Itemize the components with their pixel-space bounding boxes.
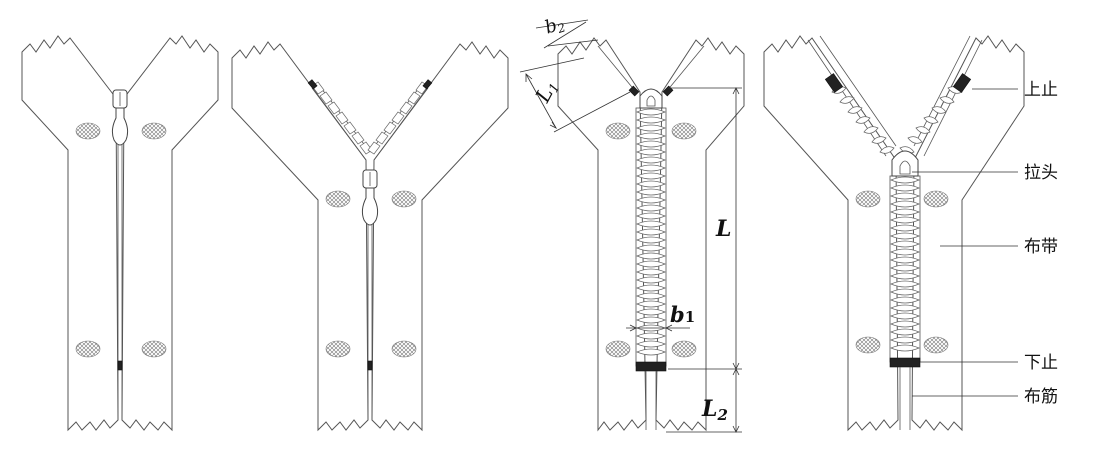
label-top-stop: 上止 (1024, 80, 1058, 100)
dimension-b1-label: b1 (670, 302, 695, 327)
zipper-2-right-tape (371, 41, 509, 432)
zipper-2-bottom-stop (367, 360, 373, 371)
zipper-2-teeth (307, 79, 433, 161)
dimension-L-label: L (715, 216, 731, 242)
zipper-2-patch (325, 190, 351, 208)
dimension-b1: b1 (626, 302, 695, 332)
zipper-1-patch (75, 122, 101, 140)
zipper-1-patch (141, 122, 167, 140)
zipper-4-top-stop (824, 73, 844, 93)
dimension-L2: L2 (666, 368, 742, 433)
zipper-3-top-stop (628, 85, 640, 97)
zipper-2-patch (391, 190, 417, 208)
zipper-1-left-tape (21, 35, 119, 432)
zipper-4-top-stop (952, 73, 972, 93)
zipper-3-bottom-stop (635, 361, 667, 372)
zipper-4-bottom-stop (889, 357, 921, 368)
zipper-4: 上止 拉头 布带 下止 布筋 (763, 35, 1058, 432)
zipper-4-patch (923, 190, 949, 208)
zipper-4-right-tape (911, 35, 1025, 432)
zipper-2 (231, 41, 509, 432)
zipper-3-patch (671, 340, 697, 358)
zipper-3: L L2 b1 L1 b2 (519, 15, 745, 433)
label-slider: 拉头 (1024, 163, 1058, 183)
zipper-4-patch (855, 190, 881, 208)
zipper-3-slider (639, 88, 663, 109)
zipper-3-left-tape (557, 37, 647, 432)
label-bottom-stop: 下止 (1024, 353, 1058, 373)
zipper-4-teeth (807, 35, 983, 157)
zipper-2-left-tape (231, 41, 369, 432)
dimension-b2: b2 (535, 15, 599, 49)
label-tape: 布带 (1024, 237, 1058, 257)
zipper-3-patch (605, 122, 631, 140)
zipper-2-pull-tab (361, 187, 379, 226)
zipper-1 (21, 35, 219, 432)
zipper-1-patch (75, 340, 101, 358)
zipper-4-patch (923, 336, 949, 354)
zipper-2-patch (325, 340, 351, 358)
label-tape-cord: 布筋 (1024, 387, 1058, 407)
zipper-3-patch (605, 340, 631, 358)
zipper-2-top-stop (422, 79, 433, 90)
zipper-1-right-tape (121, 35, 219, 432)
zipper-1-bottom-stop (117, 360, 123, 371)
dimension-L2-label: L2 (701, 396, 728, 424)
zipper-2-top-stop (307, 79, 318, 90)
zipper-1-pull-tab (111, 107, 129, 146)
zipper-4-slider (891, 150, 919, 177)
zipper-4-patch (855, 336, 881, 354)
zipper-2-patch (391, 340, 417, 358)
zipper-4-left-tape (763, 35, 899, 432)
zipper-1-patch (141, 340, 167, 358)
zipper-3-patch (671, 122, 697, 140)
